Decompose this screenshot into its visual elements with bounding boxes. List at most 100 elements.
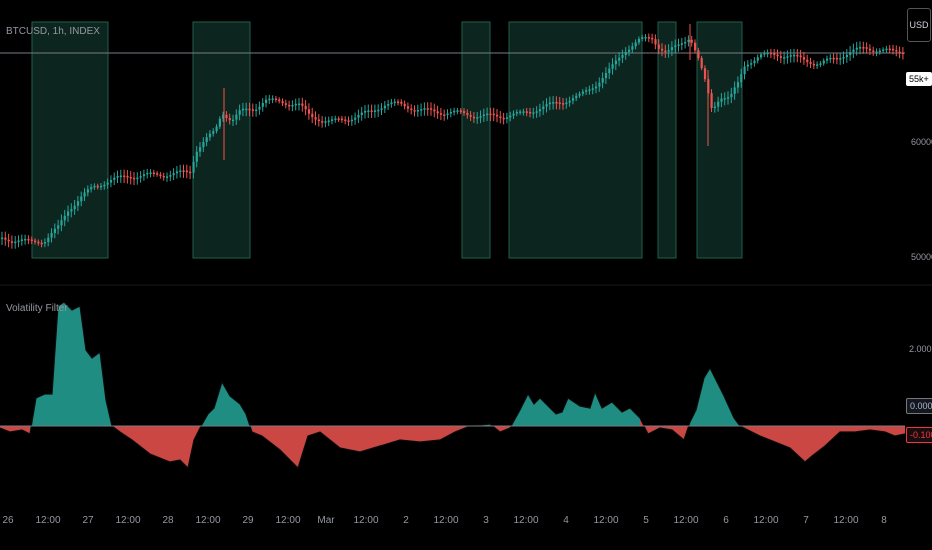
oscillator-area [262, 426, 280, 450]
candle-body [812, 63, 815, 66]
candle-body [14, 241, 17, 244]
time-axis-label: 12:00 [753, 515, 779, 526]
time-axis-label: 2 [403, 515, 409, 526]
candle-body [479, 116, 482, 118]
currency-button[interactable]: USD [907, 8, 931, 42]
candle-body [783, 57, 786, 59]
candle-body [532, 112, 535, 114]
candle-body [413, 110, 416, 112]
candle-body [661, 48, 664, 51]
candle-body [793, 54, 796, 57]
indicator-title[interactable]: Volatility Filter [6, 303, 68, 314]
candle-body [446, 113, 449, 116]
candle-body [284, 103, 287, 105]
candle-body [773, 53, 776, 55]
candle-body [687, 39, 690, 42]
candle-body [76, 201, 80, 206]
candle-body [288, 104, 291, 107]
oscillator-area [36, 394, 45, 426]
candle-body [826, 58, 829, 61]
candle-body [241, 108, 245, 111]
candle-body [802, 57, 806, 60]
candle-body [327, 120, 330, 123]
oscillator-area [100, 352, 106, 426]
candle-body [100, 185, 103, 188]
candle-body [152, 172, 155, 175]
symbol-title[interactable]: BTCUSD, 1h, INDEX [6, 26, 100, 37]
time-axis-label: 29 [242, 515, 254, 526]
candle-body [575, 95, 578, 99]
candle-body [271, 98, 274, 101]
oscillator-area [180, 426, 188, 468]
candle-body [298, 103, 301, 106]
candle-body [364, 111, 367, 113]
candle-body [222, 114, 225, 119]
oscillator-area [704, 368, 710, 426]
candle-body [47, 237, 50, 243]
candle-body [832, 57, 835, 60]
candle-body [149, 172, 152, 175]
candle-body [274, 98, 278, 101]
candle-body [588, 89, 591, 91]
candle-body [10, 241, 14, 243]
oscillator-area [568, 398, 580, 426]
oscillator-area [716, 380, 724, 426]
oscillator-area [580, 406, 590, 426]
time-axis-label: 12:00 [513, 515, 539, 526]
candle-body [614, 60, 617, 65]
candle-body [611, 64, 614, 69]
oscillator-area [595, 392, 602, 426]
candle-body [232, 119, 235, 122]
candle-body [901, 52, 905, 55]
oscillator-area [22, 426, 30, 434]
candle-body [697, 50, 700, 59]
candle-body [400, 101, 403, 104]
candle-body [208, 133, 212, 138]
candle-body [106, 182, 109, 185]
candle-body [344, 119, 347, 122]
candle-body [555, 102, 558, 104]
candle-body [703, 68, 707, 80]
candle-body [67, 211, 70, 216]
candle-body [278, 99, 281, 102]
candle-body [258, 106, 261, 110]
oscillator-area [548, 406, 556, 426]
candle-body [565, 102, 568, 105]
candle-body [304, 105, 307, 110]
candle-body [753, 60, 756, 64]
candle-body [311, 113, 314, 118]
candle-body [535, 111, 538, 113]
candle-body [538, 109, 542, 112]
candle-body [387, 104, 390, 106]
oscillator-area [80, 306, 86, 426]
candle-body [248, 108, 251, 111]
candle-body [103, 184, 106, 187]
candle-body [558, 102, 561, 104]
candle-body [766, 52, 769, 55]
candle-body [855, 47, 858, 50]
oscillator-area [150, 426, 170, 462]
candle-body [529, 111, 532, 114]
candle-body [595, 86, 598, 89]
candle-body [713, 106, 716, 109]
candle-body [720, 98, 723, 102]
candle-body [426, 108, 429, 110]
candle-body [839, 58, 842, 60]
oscillator-area [360, 426, 380, 452]
oscillator-area [214, 382, 222, 426]
candle-body [763, 53, 766, 55]
oscillator-area [298, 426, 308, 468]
oscillator-area [230, 396, 240, 426]
candle-body [294, 103, 297, 106]
oscillator-area [602, 402, 612, 426]
candle-body [453, 110, 456, 113]
candle-body [634, 42, 637, 47]
candle-body [680, 43, 683, 45]
time-axis-label: 6 [723, 515, 729, 526]
candle-body [314, 117, 317, 120]
time-axis-label: 26 [2, 515, 14, 526]
candle-body [585, 90, 588, 92]
candle-body [347, 120, 350, 122]
candle-body [337, 118, 340, 120]
